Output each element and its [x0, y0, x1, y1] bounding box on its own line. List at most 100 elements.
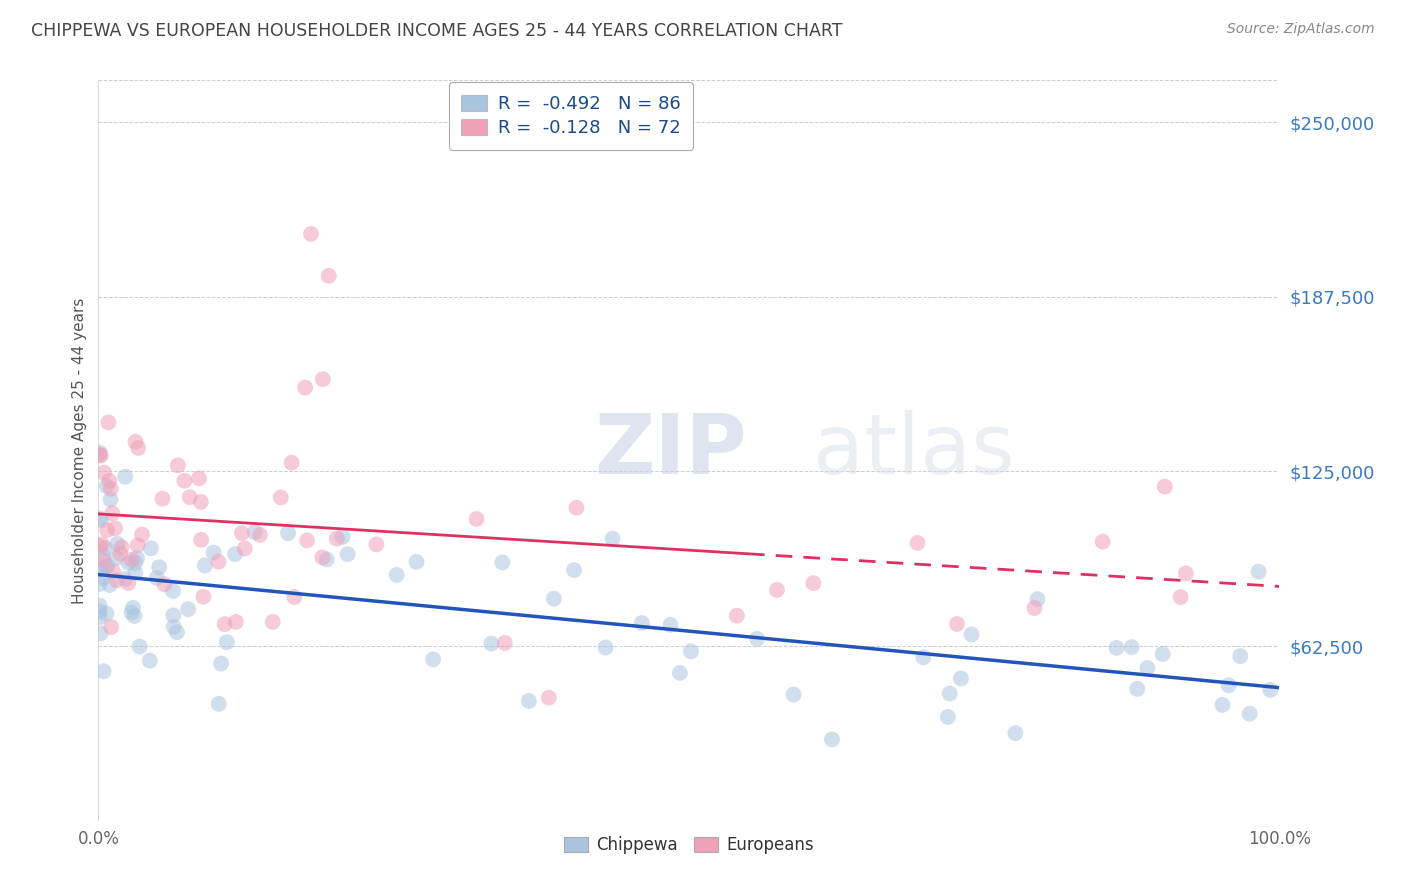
Point [659, 617, 682, 632]
Text: atlas: atlas [813, 410, 1015, 491]
Point [127, 441, 149, 455]
Point [960, 627, 983, 641]
Point [96, 607, 118, 621]
Point [821, 732, 844, 747]
Point [96, 479, 118, 493]
Point [491, 555, 513, 569]
Point [679, 644, 702, 658]
Point [148, 560, 170, 574]
Point [465, 512, 488, 526]
Point [104, 521, 127, 535]
Point [114, 572, 136, 586]
Point [207, 555, 229, 569]
Point [231, 526, 253, 541]
Point [122, 600, 145, 615]
Point [1170, 590, 1192, 604]
Y-axis label: Householder Income Ages 25 - 44 years: Householder Income Ages 25 - 44 years [72, 297, 87, 604]
Point [90, 537, 112, 551]
Text: Source: ZipAtlas.com: Source: ZipAtlas.com [1227, 22, 1375, 37]
Point [782, 688, 804, 702]
Point [565, 500, 588, 515]
Point [1024, 601, 1046, 615]
Point [163, 620, 186, 634]
Point [93, 466, 115, 480]
Text: ZIP: ZIP [595, 410, 747, 491]
Point [131, 527, 153, 541]
Point [1247, 565, 1270, 579]
Point [101, 506, 124, 520]
Point [801, 576, 824, 591]
Point [270, 491, 292, 505]
Point [101, 565, 124, 579]
Point [179, 490, 201, 504]
Point [89, 577, 111, 591]
Point [262, 615, 284, 629]
Point [1136, 661, 1159, 675]
Point [93, 665, 115, 679]
Point [669, 665, 692, 680]
Point [190, 495, 212, 509]
Point [110, 547, 132, 561]
Point [517, 694, 540, 708]
Point [280, 456, 302, 470]
Point [336, 547, 359, 561]
Point [233, 541, 256, 556]
Point [177, 602, 200, 616]
Point [94, 541, 117, 555]
Point [89, 599, 111, 613]
Point [224, 547, 246, 561]
Point [162, 584, 184, 599]
Point [153, 577, 176, 591]
Point [97, 559, 120, 574]
Point [89, 610, 111, 624]
Point [124, 609, 146, 624]
Point [124, 566, 146, 580]
Point [100, 482, 122, 496]
Point [745, 632, 768, 646]
Point [766, 582, 789, 597]
Point [90, 626, 112, 640]
Point [1174, 566, 1197, 581]
Point [194, 558, 217, 573]
Point [193, 590, 215, 604]
Point [152, 491, 174, 506]
Point [215, 635, 238, 649]
Point [91, 549, 114, 563]
Point [405, 555, 427, 569]
Point [277, 526, 299, 541]
Point [209, 657, 232, 671]
Point [385, 568, 408, 582]
Point [1258, 682, 1281, 697]
Point [96, 523, 118, 537]
Point [105, 551, 128, 566]
Point [907, 536, 929, 550]
Point [89, 448, 111, 462]
Point [249, 528, 271, 542]
Point [1229, 649, 1251, 664]
Point [949, 672, 972, 686]
Point [120, 606, 142, 620]
Point [938, 687, 960, 701]
Point [214, 617, 236, 632]
Point [494, 636, 516, 650]
Point [94, 559, 117, 574]
Point [208, 697, 231, 711]
Point [125, 551, 148, 566]
Point [543, 591, 565, 606]
Point [117, 576, 139, 591]
Point [139, 541, 162, 556]
Point [124, 434, 146, 449]
Point [537, 690, 560, 705]
Point [90, 449, 112, 463]
Point [139, 654, 162, 668]
Point [121, 552, 143, 566]
Point [202, 545, 225, 559]
Point [118, 556, 141, 570]
Point [89, 446, 111, 460]
Point [1152, 647, 1174, 661]
Point [114, 469, 136, 483]
Point [98, 578, 121, 592]
Point [100, 620, 122, 634]
Point [318, 268, 340, 283]
Point [162, 608, 184, 623]
